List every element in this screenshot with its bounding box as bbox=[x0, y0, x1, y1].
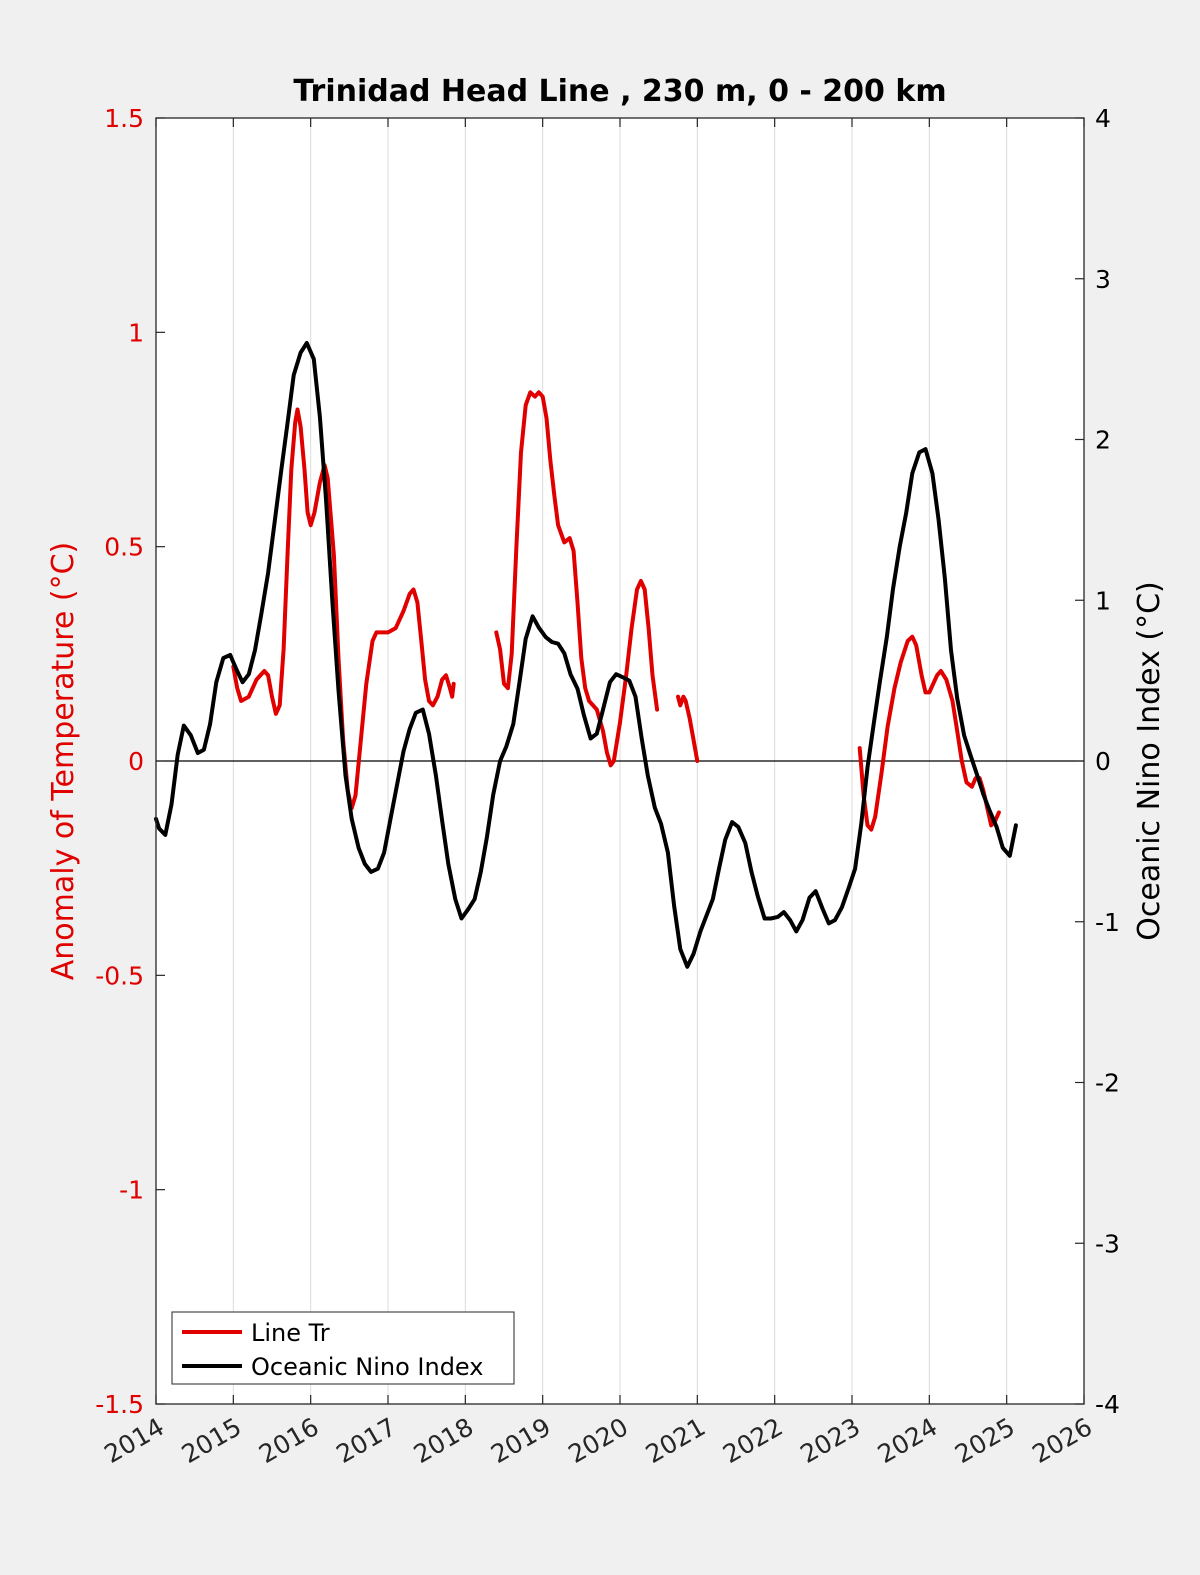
right-tick-label: 3 bbox=[1095, 265, 1111, 294]
series-line bbox=[231, 407, 456, 811]
right-tick-label: -1 bbox=[1095, 908, 1120, 937]
legend: Line Tr Oceanic Nino Index bbox=[171, 1311, 515, 1385]
left-tick-label: -1.5 bbox=[95, 1390, 144, 1419]
legend-box bbox=[171, 1311, 515, 1385]
left-axis-label: Anomaly of Temperature (°C) bbox=[46, 542, 81, 981]
left-tick-label: 0.5 bbox=[104, 533, 144, 562]
right-tick-label: -3 bbox=[1095, 1229, 1120, 1258]
right-tick-label: 0 bbox=[1095, 747, 1111, 776]
left-tick-label: 1 bbox=[128, 318, 144, 347]
series-line bbox=[494, 390, 660, 768]
series-line bbox=[676, 694, 700, 763]
left-tick-label: -1 bbox=[119, 1176, 144, 1205]
legend-label-line-tr: Line Tr bbox=[251, 1319, 330, 1347]
right-tick-label: 2 bbox=[1095, 426, 1111, 455]
right-tick-label: -2 bbox=[1095, 1069, 1120, 1098]
left-tick-label: 1.5 bbox=[104, 104, 144, 133]
left-tick-label: -0.5 bbox=[95, 961, 144, 990]
chart-title: Trinidad Head Line , 230 m, 0 - 200 km bbox=[293, 74, 946, 109]
right-tick-label: 1 bbox=[1095, 586, 1111, 615]
legend-label-oni: Oceanic Nino Index bbox=[251, 1353, 483, 1381]
series-group bbox=[154, 341, 1018, 969]
right-axis-label: Oceanic Nino Index (°C) bbox=[1132, 581, 1167, 941]
series-1 bbox=[154, 341, 1018, 969]
left-tick-label: 0 bbox=[128, 747, 144, 776]
series-line bbox=[154, 341, 1018, 969]
right-tick-label: 4 bbox=[1095, 104, 1111, 133]
right-tick-label: -4 bbox=[1095, 1390, 1120, 1419]
